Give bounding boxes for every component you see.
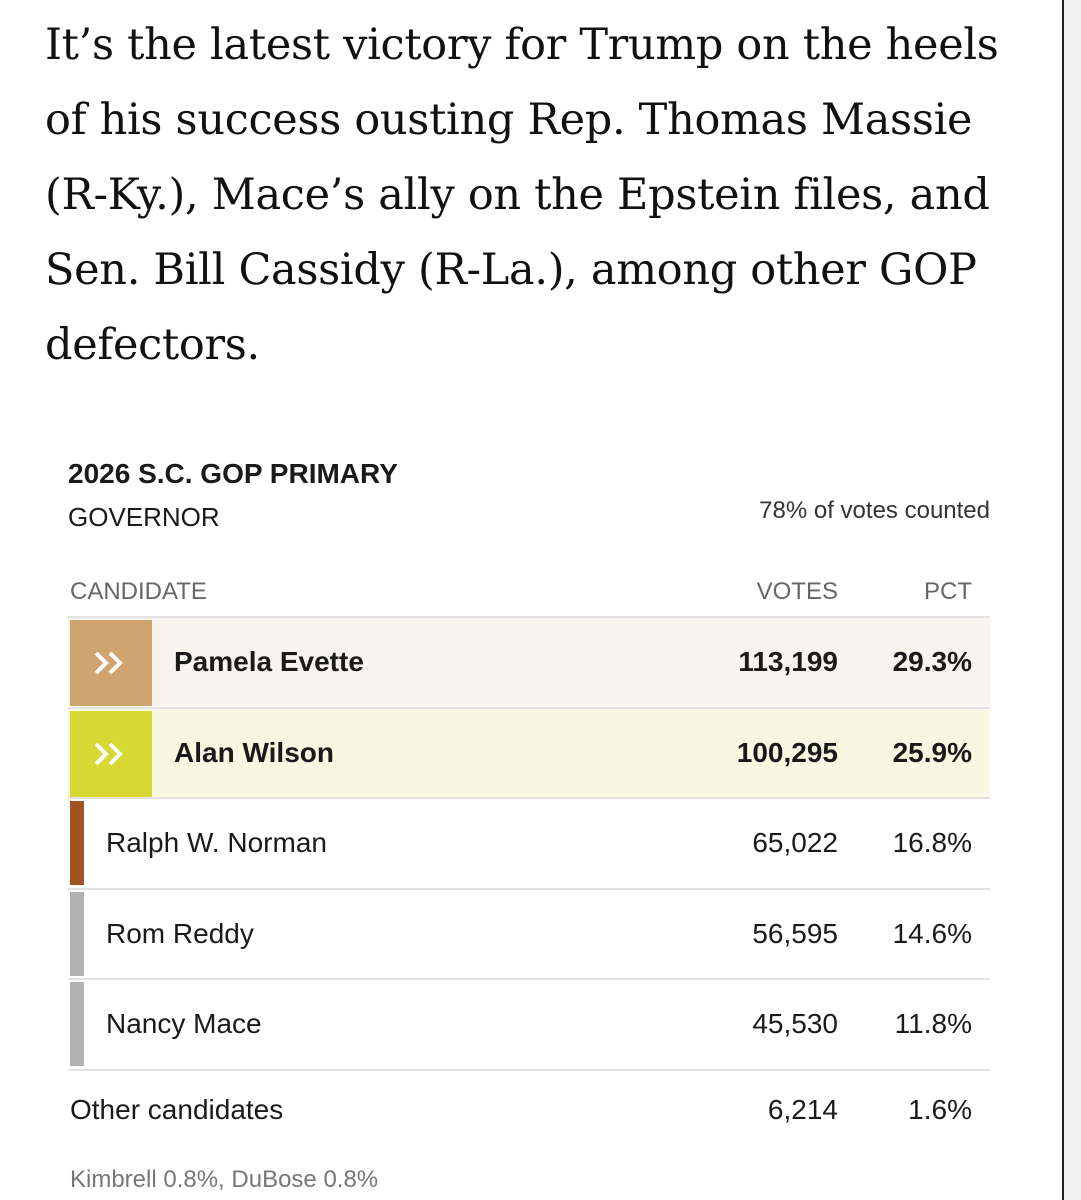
result-row: Pamela Evette 113,199 29.3% [68,616,990,706]
result-row: Nancy Mace 45,530 11.8% [68,978,990,1068]
side-panel [1064,0,1081,1200]
chevrons [94,651,123,675]
column-header: VOTES [756,578,838,605]
percent: 16.8% [892,827,972,858]
votes: 100,295 [736,736,838,768]
votes: 6,214 [767,1093,838,1125]
percent: 1.6% [908,1093,972,1125]
column-header: CANDIDATE [70,578,207,605]
votes: 113,199 [738,646,838,677]
votes-counted: 78% of votes counted [759,497,990,524]
percent: 14.6% [892,917,972,949]
advance-icon [70,710,152,797]
candidate-name: Other candidates [70,1093,284,1125]
footnote: Kimbrell 0.8%, DuBose 0.8% [70,1166,379,1193]
votes: 56,595 [752,917,838,949]
percent: 25.9% [892,736,972,768]
percent: 29.3% [892,646,972,677]
candidate-name: Nancy Mace [106,1008,262,1039]
results-title: 2026 S.C. GOP PRIMARY [68,458,398,489]
candidate-color-bar [70,982,84,1066]
result-row: Ralph W. Norman 65,022 16.8% [68,797,990,887]
results-subtitle: GOVERNOR [68,502,220,532]
candidate-color-bar [70,801,84,885]
result-row: Rom Reddy 56,595 14.6% [68,887,990,978]
article-paragraph: It’s the latest victory for Trump on the… [45,20,999,370]
candidate-name: Pamela Evette [174,646,364,677]
result-row: Alan Wilson 100,295 25.9% [68,706,990,797]
column-header: PCT [924,578,972,605]
chevrons [94,742,123,765]
votes: 45,530 [752,1008,838,1039]
result-row: Other candidates 6,214 1.6% [68,1068,990,1149]
votes: 65,022 [752,827,838,858]
candidate-name: Ralph W. Norman [106,827,327,858]
candidate-name: Alan Wilson [174,736,334,768]
candidate-name: Rom Reddy [106,917,254,949]
percent: 11.8% [894,1008,972,1039]
advance-icon [70,620,152,706]
candidate-color-bar [70,891,84,976]
